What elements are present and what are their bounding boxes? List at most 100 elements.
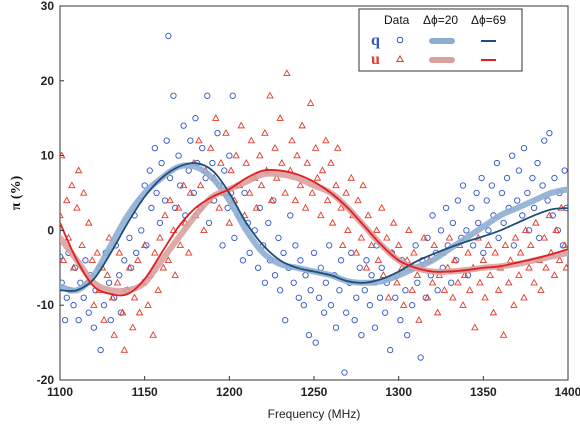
point-q xyxy=(271,272,279,279)
point-u xyxy=(322,136,330,144)
point-u xyxy=(237,121,245,129)
point-u xyxy=(520,293,528,301)
y-tick-label: 30 xyxy=(41,0,55,13)
point-q xyxy=(510,242,517,249)
point-q xyxy=(322,279,330,286)
point-q xyxy=(358,331,365,339)
point-q xyxy=(368,272,375,279)
point-q xyxy=(475,219,482,227)
point-q xyxy=(97,346,104,354)
point-u xyxy=(362,263,371,271)
point-u xyxy=(222,129,230,136)
legend-header-data: Data xyxy=(384,13,410,27)
point-u xyxy=(537,286,545,293)
point-u xyxy=(550,271,559,278)
point-u xyxy=(245,188,254,196)
point-q xyxy=(275,234,282,242)
point-q xyxy=(363,257,370,264)
point-q xyxy=(332,324,340,331)
point-u xyxy=(459,301,467,308)
point-q xyxy=(453,257,460,264)
point-u xyxy=(303,158,311,166)
point-u xyxy=(317,211,325,219)
point-u xyxy=(88,256,96,263)
point-q xyxy=(343,309,350,316)
point-u xyxy=(176,241,184,249)
legend-marker-u xyxy=(395,55,405,62)
point-q xyxy=(412,242,419,249)
point-q xyxy=(239,257,247,264)
x-tick-label: 1400 xyxy=(555,385,580,399)
point-q xyxy=(468,204,475,212)
point-q xyxy=(514,197,521,204)
point-q xyxy=(503,174,511,182)
fit-dphi69-u xyxy=(60,168,568,297)
point-q xyxy=(292,242,299,249)
point-u xyxy=(344,226,352,234)
point-u xyxy=(149,330,157,338)
point-q xyxy=(315,294,323,301)
point-q xyxy=(192,115,199,122)
point-u xyxy=(166,196,174,204)
point-q xyxy=(422,294,429,301)
point-u xyxy=(135,308,144,316)
point-u xyxy=(560,241,568,249)
point-u xyxy=(164,256,173,263)
point-u xyxy=(323,196,332,204)
point-q xyxy=(163,137,170,144)
point-q xyxy=(337,257,345,264)
point-q xyxy=(321,309,328,316)
point-q xyxy=(85,309,92,316)
point-q xyxy=(231,234,238,242)
point-q xyxy=(530,204,538,212)
point-q xyxy=(551,174,558,182)
point-u xyxy=(328,218,337,226)
point-u xyxy=(159,263,168,271)
point-u xyxy=(313,173,322,181)
point-q xyxy=(165,32,172,40)
point-u xyxy=(271,143,279,151)
point-q xyxy=(148,204,155,212)
x-tick-label: 1150 xyxy=(132,385,158,399)
point-q xyxy=(495,234,502,242)
point-u xyxy=(240,211,249,219)
point-q xyxy=(381,309,389,316)
point-q xyxy=(336,287,343,294)
point-u xyxy=(364,211,372,219)
y-tick-label: 0 xyxy=(47,223,54,237)
point-u xyxy=(140,241,149,249)
point-q xyxy=(520,144,528,152)
point-u xyxy=(367,241,376,249)
point-u xyxy=(281,188,289,196)
point-u xyxy=(85,218,93,226)
point-u xyxy=(532,218,540,226)
point-q xyxy=(519,212,526,219)
point-q xyxy=(449,219,457,227)
point-u xyxy=(440,286,449,293)
point-u xyxy=(232,151,240,159)
point-q xyxy=(161,197,169,204)
point-u xyxy=(413,271,422,278)
x-axis-label: Frequency (MHz) xyxy=(268,407,361,421)
point-q xyxy=(177,182,184,189)
point-q xyxy=(226,152,233,159)
point-q xyxy=(295,294,302,301)
point-u xyxy=(225,218,234,226)
point-q xyxy=(473,189,480,197)
legend-header-dphi20: Δϕ=20 xyxy=(423,13,458,27)
point-q xyxy=(90,324,98,331)
point-u xyxy=(156,233,164,241)
point-q xyxy=(515,167,523,174)
point-u xyxy=(272,173,281,181)
point-q xyxy=(307,287,314,294)
point-u xyxy=(73,203,81,211)
point-q xyxy=(459,182,467,189)
point-u xyxy=(332,181,340,189)
point-u xyxy=(486,271,494,278)
scatter-points xyxy=(60,32,568,376)
y-tick-label: -10 xyxy=(37,298,55,312)
point-q xyxy=(221,167,228,174)
point-q xyxy=(366,302,374,309)
point-q xyxy=(534,159,541,167)
